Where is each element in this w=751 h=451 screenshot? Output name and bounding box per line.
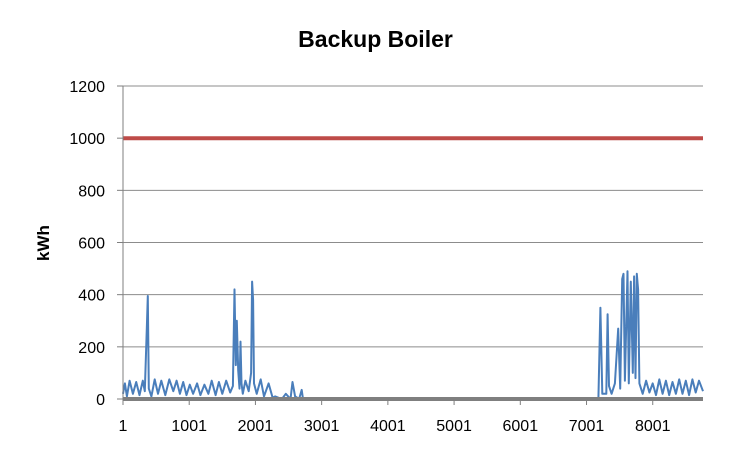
x-tick-label: 1 [119,418,128,435]
y-tick-label: 0 [96,392,105,409]
series-line-demand [122,270,704,400]
x-tick-label: 8001 [635,418,671,435]
y-tick-label: 800 [78,183,105,200]
axes: 0 200 400 600 800 1000 1200 1 1001 2001 3001 4001 50… [69,79,703,435]
y-tick-label: 200 [78,340,105,357]
y-tick-label: 1000 [69,131,105,148]
x-tick-label: 7001 [569,418,605,435]
y-tick-label: 600 [78,236,105,253]
chart-title: Backup Boiler [298,26,453,52]
y-tick-label: 1200 [69,79,105,96]
series-layer [122,136,704,400]
x-tick-label: 4001 [370,418,406,435]
x-tick-label: 5001 [436,418,472,435]
y-tick-label: 400 [78,288,105,305]
x-tick-label: 6001 [503,418,539,435]
x-tick-label: 1001 [171,418,207,435]
x-tick-label: 2001 [238,418,274,435]
x-tick-label: 3001 [304,418,340,435]
gridlines [123,85,703,348]
